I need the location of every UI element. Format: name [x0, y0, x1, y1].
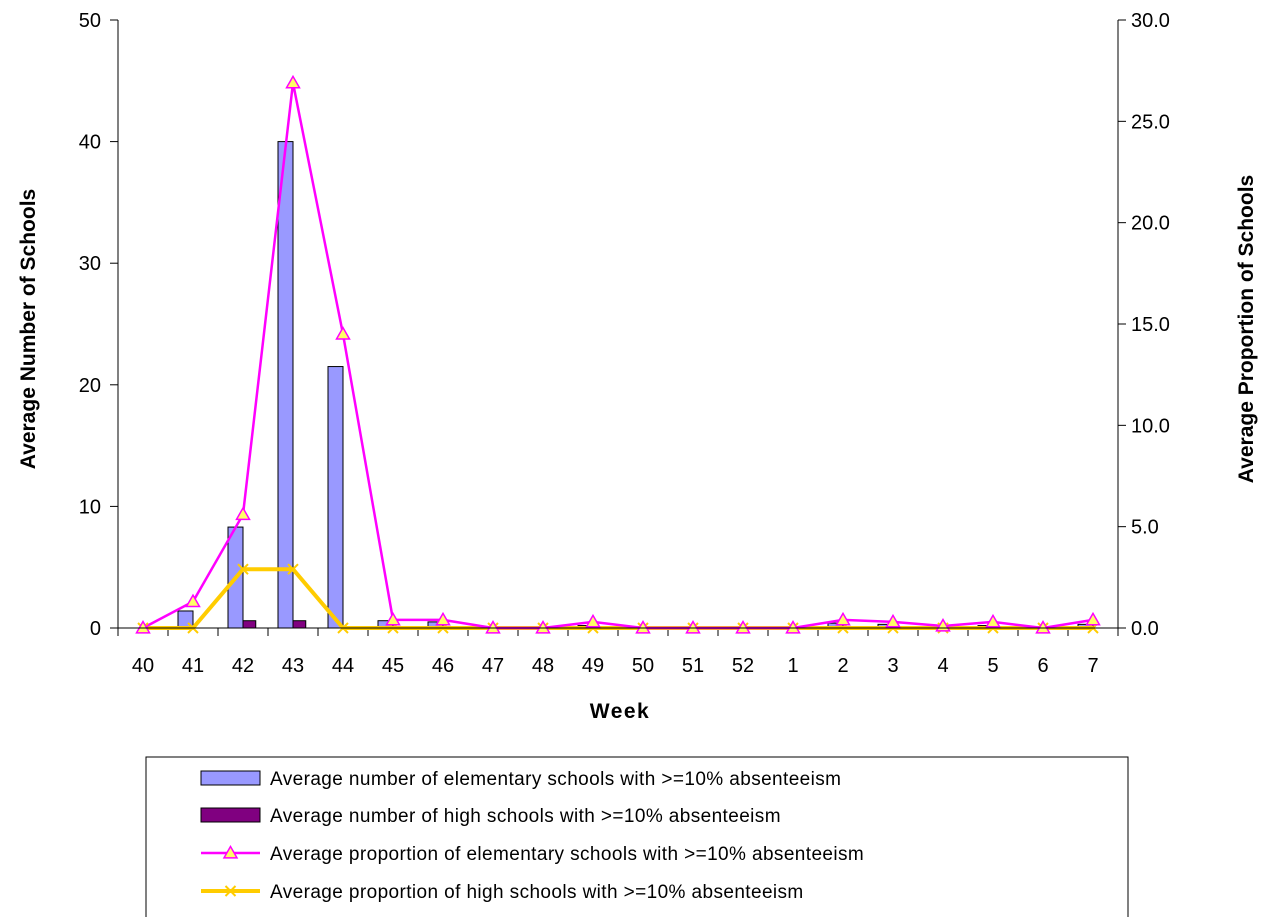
high-school-bar: [292, 620, 307, 629]
axes: [117, 20, 1119, 629]
high-school-proportion-point: [237, 563, 249, 575]
right-tick-label: 5.0: [1131, 517, 1159, 539]
elementary-proportion-point: [885, 613, 901, 628]
legend-swatch-elementary-marker: [222, 844, 239, 859]
elementary-proportion-point: [985, 613, 1001, 628]
left-tick-label: 40: [79, 132, 101, 154]
x-tick-label: 43: [282, 655, 304, 677]
elementary-proportion-point: [535, 619, 551, 634]
legend-label: Average proportion of high schools with …: [270, 882, 804, 903]
right-axis-title: Average Proportion of Schools: [1235, 175, 1258, 483]
left-tick-label: 10: [79, 496, 101, 518]
legend-swatch-elementary-bar: [200, 770, 261, 786]
x-tick-label: 47: [482, 655, 504, 677]
left-tick-label: 20: [79, 375, 101, 397]
x-tick-label: 7: [1087, 655, 1098, 677]
elementary-proportion-point: [285, 74, 301, 89]
left-tick-label: 50: [79, 10, 101, 32]
right-tick-label: 10.0: [1131, 415, 1170, 437]
high-school-proportion-point: [287, 563, 299, 575]
x-tick-label: 1: [787, 655, 798, 677]
x-tick-label: 42: [232, 655, 254, 677]
right-tick-label: 15.0: [1131, 314, 1170, 336]
x-tick-label: 51: [682, 655, 704, 677]
x-tick-label: 4: [937, 655, 948, 677]
left-tick-label: 0: [90, 618, 101, 640]
x-tick-label: 50: [632, 655, 654, 677]
elementary-proportion-point: [435, 611, 451, 626]
elementary-proportion-point: [385, 611, 401, 626]
left-axis-ticks: 0 10 20 30 40 50: [79, 10, 118, 640]
legend-label: Average number of elementary schools wit…: [270, 769, 841, 790]
elementary-proportion-point: [235, 506, 251, 521]
elementary-proportion-point: [335, 326, 351, 340]
elementary-proportion-point: [485, 619, 501, 634]
right-axis-ticks: 0.0 5.0 10.0 15.0 20.0 25.0 30.0: [1118, 10, 1170, 640]
elementary-proportion-point: [835, 611, 851, 626]
elementary-proportion-point: [1085, 611, 1101, 626]
elementary-proportion-point: [635, 619, 651, 634]
x-tick-label: 46: [432, 655, 454, 677]
legend: Average number of elementary schools wit…: [145, 756, 1129, 917]
high-school-bar: [242, 620, 257, 629]
right-tick-label: 20.0: [1131, 213, 1170, 235]
x-tick-label: 2: [837, 655, 848, 677]
x-tick-label: 45: [382, 655, 404, 677]
x-tick-label: 5: [987, 655, 998, 677]
left-axis-title: Average Number of Schools: [17, 189, 40, 469]
elementary-proportion-point: [1035, 619, 1051, 634]
elementary-proportion-point: [585, 613, 601, 628]
x-tick-label: 41: [182, 655, 204, 677]
elementary-proportion-point: [185, 593, 201, 608]
legend-box: [145, 756, 1129, 917]
x-tick-label: 40: [132, 655, 154, 677]
elementary-proportion-point: [135, 619, 151, 634]
legend-swatch-high-marker: [224, 885, 237, 897]
legend-swatch-high-bar: [200, 807, 261, 823]
elementary-proportion-point: [735, 619, 751, 634]
x-tick-label: 3: [887, 655, 898, 677]
x-axis-ticks: 40 41 42 43 44 45 46 47 48 49 50 51 52 1 2 3 4 5 6 7: [117, 628, 1119, 677]
x-tick-label: 48: [532, 655, 554, 677]
elementary-proportion-line: [142, 81, 1094, 630]
x-tick-label: 49: [582, 655, 604, 677]
x-tick-label: 44: [332, 655, 354, 677]
right-tick-label: 25.0: [1131, 111, 1170, 133]
bar-series: [177, 141, 1094, 629]
elementary-proportion-point: [785, 619, 801, 634]
x-tick-label: 52: [732, 655, 754, 677]
elementary-bar: [277, 141, 294, 629]
elementary-bar: [327, 366, 344, 629]
legend-label: Average proportion of elementary schools…: [270, 844, 864, 865]
legend-label: Average number of high schools with >=10…: [270, 806, 781, 827]
left-tick-label: 30: [79, 253, 101, 275]
right-tick-label: 0.0: [1131, 618, 1159, 640]
right-tick-label: 30.0: [1131, 10, 1170, 32]
elementary-proportion-point: [685, 619, 701, 634]
x-axis-title: Week: [590, 700, 650, 723]
x-tick-label: 6: [1037, 655, 1048, 677]
